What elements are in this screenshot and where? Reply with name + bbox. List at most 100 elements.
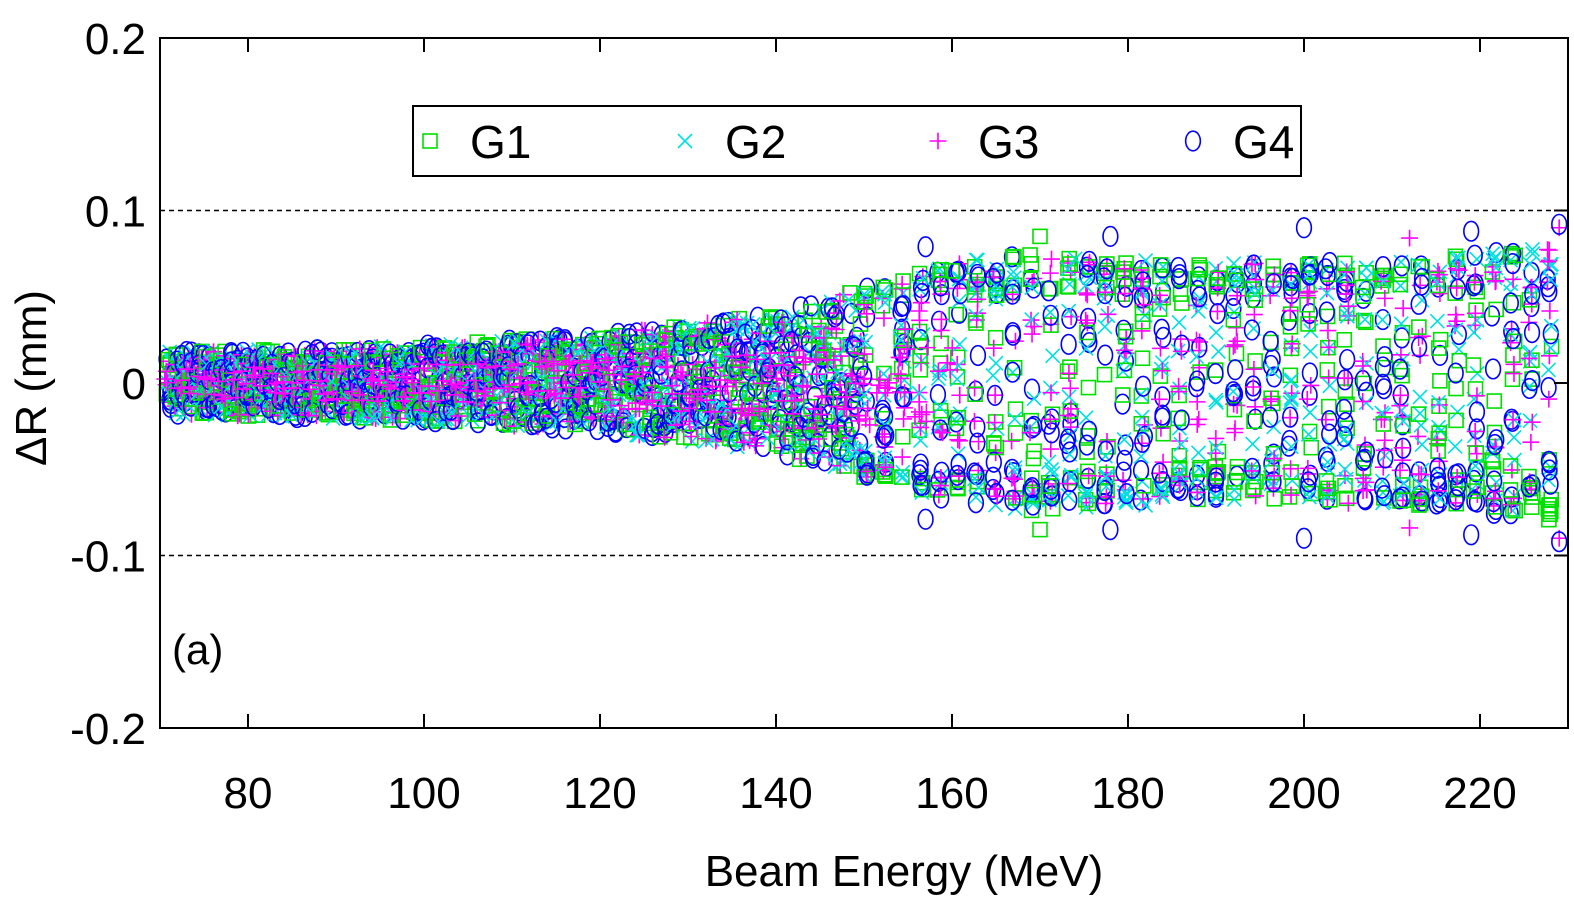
data-point-g3: [443, 376, 460, 394]
data-point-g3: [877, 458, 894, 476]
data-point-g2: [856, 286, 872, 302]
data-point-g3: [1226, 424, 1244, 441]
data-point-g2: [1302, 343, 1319, 359]
data-point-g3: [723, 348, 741, 365]
data-point-g4: [1153, 318, 1170, 340]
data-point-g2: [1358, 260, 1374, 276]
data-point-g2: [1266, 419, 1282, 435]
data-point-g3: [746, 434, 764, 452]
data-point-g1: [1246, 479, 1262, 495]
data-point-g4: [1262, 330, 1279, 352]
data-point-g4: [1520, 476, 1538, 498]
data-point-g2: [1097, 448, 1113, 464]
data-point-g1: [1395, 492, 1412, 509]
data-point-g4: [878, 424, 895, 446]
data-point-g2: [1078, 340, 1094, 356]
data-point-g2: [1448, 322, 1464, 338]
data-point-g3: [505, 417, 523, 435]
data-point-g3: [602, 391, 620, 409]
data-point-g1: [1170, 410, 1186, 427]
data-point-g3: [476, 383, 494, 401]
data-point-g3: [698, 391, 716, 409]
data-point-g1: [1026, 443, 1042, 460]
data-point-g3: [1394, 492, 1412, 509]
data-point-g4: [1431, 491, 1448, 513]
data-point-g2: [1245, 268, 1262, 284]
data-point-g1: [1303, 439, 1320, 456]
data-point-g2: [1004, 279, 1020, 295]
data-point-g1: [1338, 490, 1355, 507]
data-point-g3: [919, 339, 936, 357]
data-point-g4: [1191, 286, 1208, 308]
data-point-g4: [1023, 378, 1041, 400]
data-point-g4: [1118, 483, 1135, 505]
data-point-g1: [1355, 312, 1372, 329]
data-point-g4: [1151, 462, 1168, 484]
data-point-g1: [1502, 482, 1519, 498]
data-point-g1: [893, 332, 910, 349]
data-point-g1: [1174, 295, 1190, 311]
data-point-g3: [1298, 287, 1316, 304]
data-point-g1: [1447, 248, 1464, 265]
data-point-g4: [969, 344, 987, 367]
data-point-g3: [808, 365, 826, 383]
data-point-g1: [1134, 350, 1151, 367]
data-point-g4: [1335, 398, 1353, 420]
data-point-g3: [1265, 450, 1283, 467]
data-point-g1: [895, 273, 911, 289]
data-point-g1: [1336, 332, 1353, 348]
data-point-g3: [759, 400, 777, 418]
data-point-g2: [1522, 256, 1538, 272]
data-point-g2: [1116, 432, 1132, 448]
data-point-g4: [858, 464, 876, 486]
data-point-g4: [1393, 327, 1411, 349]
data-point-g2: [1134, 283, 1151, 299]
data-point-g2: [952, 336, 968, 352]
data-point-g3: [986, 414, 1004, 431]
data-point-g3: [1004, 285, 1022, 303]
data-point-g2: [1411, 476, 1428, 492]
data-point-g3: [812, 406, 830, 423]
data-point-g1: [1484, 453, 1501, 470]
data-point-g3: [422, 393, 440, 410]
data-point-g3: [832, 347, 850, 365]
data-point-g2: [1429, 274, 1445, 290]
data-point-g4: [1484, 358, 1502, 380]
data-point-g1: [1248, 473, 1264, 490]
data-point-g2: [1322, 378, 1338, 394]
data-point-g4: [1226, 383, 1244, 405]
data-point-g4: [1321, 251, 1338, 274]
data-point-g3: [634, 364, 652, 382]
data-point-g4: [1357, 280, 1375, 302]
data-point-g2: [1393, 316, 1409, 332]
data-point-g2: [768, 325, 784, 341]
data-point-g1: [1006, 359, 1023, 376]
y-axis-label: ΔR (mm): [7, 290, 56, 466]
data-point-g2: [1067, 251, 1083, 267]
data-point-g4: [875, 427, 892, 449]
data-point-g2: [759, 430, 776, 446]
data-point-g3: [1339, 494, 1357, 512]
data-point-g3: [1447, 306, 1465, 324]
data-point-g2: [1469, 312, 1485, 328]
data-point-g2: [1522, 413, 1538, 429]
data-point-g4: [932, 419, 949, 441]
data-point-g3: [1431, 396, 1448, 414]
data-point-g3: [1401, 229, 1418, 247]
data-point-g1: [1044, 500, 1061, 517]
data-point-g1: [1115, 264, 1131, 280]
data-point-g3: [1262, 390, 1280, 408]
data-point-g1: [895, 374, 912, 390]
data-point-g4: [786, 365, 804, 388]
data-point-g3: [1228, 332, 1246, 350]
data-point-g4: [1061, 307, 1078, 330]
data-point-g4: [1134, 431, 1151, 453]
data-point-g3: [918, 403, 935, 421]
data-point-g3: [893, 448, 911, 466]
data-point-g3: [1078, 286, 1096, 304]
data-point-g1: [1246, 413, 1262, 429]
data-point-g4: [826, 306, 843, 328]
data-point-g1: [874, 410, 891, 427]
data-point-g4: [847, 393, 864, 416]
data-point-g2: [1078, 488, 1094, 504]
